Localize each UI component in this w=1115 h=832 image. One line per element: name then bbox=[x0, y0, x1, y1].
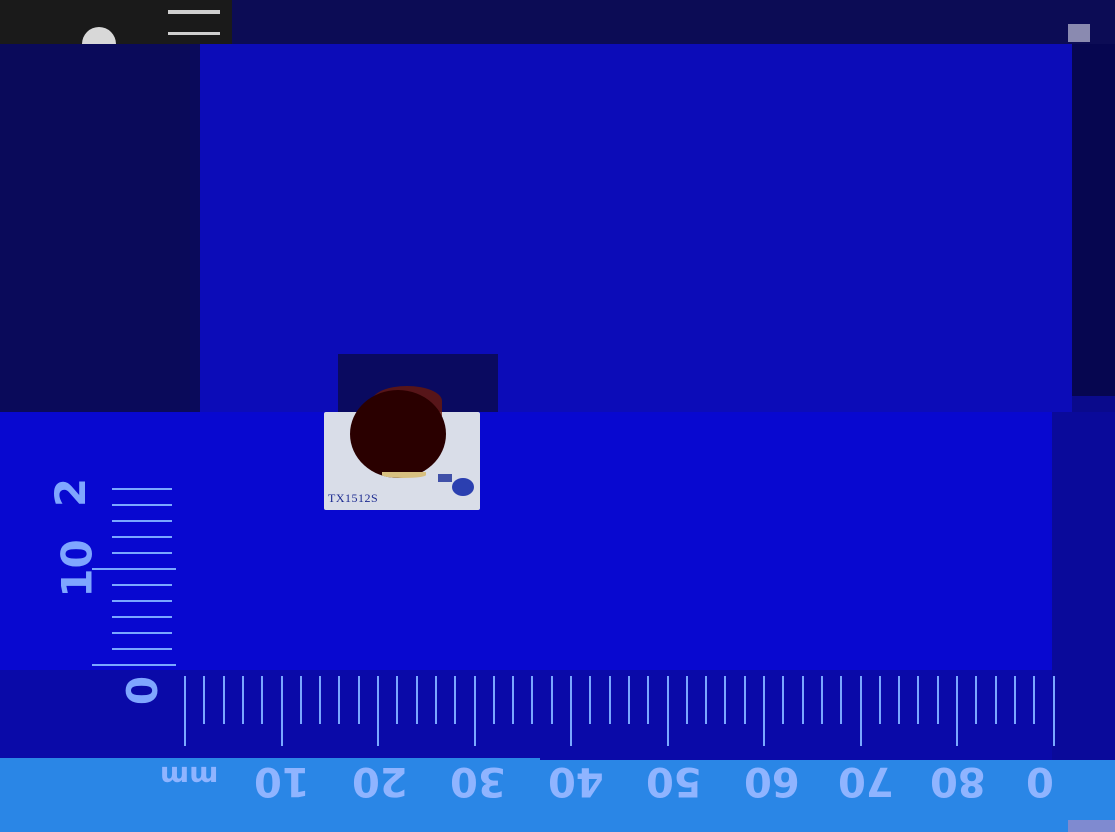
ruler-tick bbox=[241, 676, 244, 724]
light-bar bbox=[168, 10, 220, 14]
ruler-tick bbox=[975, 676, 978, 724]
ruler-tick bbox=[820, 676, 823, 724]
ruler-label: 60 bbox=[744, 758, 800, 804]
ruler-tick bbox=[936, 676, 939, 724]
ruler-tick bbox=[112, 600, 172, 602]
ruler-tick bbox=[357, 676, 360, 724]
led-lens bbox=[350, 390, 446, 478]
ruler-tick bbox=[261, 676, 264, 724]
ruler-tick bbox=[203, 676, 206, 724]
ruler-tick bbox=[1033, 676, 1036, 724]
ruler-tick bbox=[994, 676, 997, 724]
ruler-tick bbox=[685, 676, 688, 724]
ruler-label: 30 bbox=[450, 758, 506, 804]
ruler-tick bbox=[396, 676, 399, 724]
ruler-tick bbox=[743, 676, 746, 724]
ruler-tick bbox=[319, 676, 322, 724]
ruler-tick bbox=[92, 664, 176, 666]
ruler-tick bbox=[705, 676, 708, 724]
component-marking: TX1512S bbox=[328, 491, 379, 505]
ruler-label: 0 bbox=[118, 675, 168, 706]
ruler-tick bbox=[434, 676, 437, 724]
ruler-tick bbox=[454, 676, 457, 724]
ruler-label: 10 bbox=[52, 539, 102, 598]
ruler-tick bbox=[647, 676, 650, 724]
ruler-unit-label: mm bbox=[160, 760, 219, 793]
ruler-light-band bbox=[540, 760, 1115, 780]
ruler-tick bbox=[570, 676, 572, 746]
ruler-tick bbox=[724, 676, 727, 724]
left-shadow-region bbox=[0, 44, 200, 414]
ruler-tick bbox=[801, 676, 804, 724]
ruler-tick bbox=[112, 520, 172, 522]
ruler-tick bbox=[608, 676, 611, 724]
ruler-tick bbox=[666, 676, 669, 746]
ruler-tick bbox=[112, 584, 172, 586]
lower-blue-field bbox=[0, 412, 1052, 670]
ruler-tick bbox=[338, 676, 341, 724]
ruler-tick bbox=[763, 676, 765, 746]
ruler-label: 20 bbox=[352, 758, 408, 804]
ruler-tick bbox=[377, 676, 379, 746]
solder-pad bbox=[452, 478, 474, 496]
bottom-light-band bbox=[0, 778, 1115, 832]
ruler-tick bbox=[956, 676, 958, 746]
ruler-tick bbox=[184, 676, 186, 746]
ruler-tick bbox=[512, 676, 515, 724]
ruler-tick bbox=[280, 676, 283, 746]
top-left-object bbox=[0, 0, 232, 61]
ruler-tick bbox=[898, 676, 901, 724]
solder-pad bbox=[438, 474, 452, 482]
ruler-label: 50 bbox=[646, 758, 702, 804]
ruler-tick bbox=[299, 676, 302, 724]
right-shadow-region bbox=[1072, 44, 1115, 396]
ruler-tick bbox=[1052, 676, 1055, 746]
ruler-tick bbox=[878, 676, 881, 724]
ruler-light-band bbox=[0, 758, 540, 780]
ruler-label: 10 bbox=[254, 758, 310, 804]
ruler-tick bbox=[782, 676, 785, 724]
ruler-tick bbox=[112, 536, 172, 538]
ruler-tick bbox=[92, 568, 176, 570]
ruler-label: 0 bbox=[1026, 758, 1054, 804]
ruler-label: 2 bbox=[46, 477, 96, 508]
ruler-tick bbox=[222, 676, 225, 724]
ruler-tick bbox=[415, 676, 418, 724]
ruler-tick bbox=[112, 616, 172, 618]
light-bar bbox=[168, 32, 220, 35]
ruler-tick bbox=[531, 676, 534, 724]
ruler-tick bbox=[859, 676, 862, 746]
ruler-tick bbox=[473, 676, 476, 746]
ruler-tick bbox=[112, 648, 172, 650]
ruler-tick bbox=[112, 552, 172, 554]
ruler-tick bbox=[917, 676, 920, 724]
ruler-tick bbox=[112, 488, 172, 490]
ruler-label: 40 bbox=[548, 758, 604, 804]
ruler-label: 80 bbox=[930, 758, 986, 804]
corner-artifact bbox=[1068, 820, 1115, 832]
ruler-tick bbox=[492, 676, 495, 724]
upper-blue-field bbox=[200, 44, 1072, 412]
corner-artifact bbox=[1068, 24, 1090, 42]
ruler-tick bbox=[627, 676, 630, 724]
ruler-tick bbox=[550, 676, 553, 724]
ruler-tick bbox=[840, 676, 843, 724]
led-component: TX1512S bbox=[324, 386, 480, 510]
lens-base bbox=[382, 472, 426, 478]
lower-right-region bbox=[1052, 412, 1115, 772]
ruler-tick bbox=[589, 676, 592, 724]
ruler-tick bbox=[112, 632, 172, 634]
ruler-tick bbox=[112, 504, 172, 506]
ruler-tick bbox=[1013, 676, 1016, 724]
ruler-label: 70 bbox=[838, 758, 894, 804]
